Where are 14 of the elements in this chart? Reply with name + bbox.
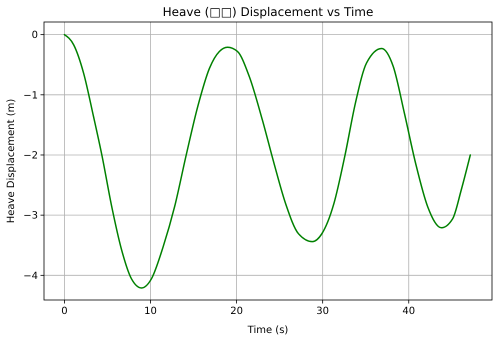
x-tick-label: 20 <box>230 306 243 317</box>
x-tick-label: 30 <box>316 306 330 317</box>
x-tick-label: 40 <box>402 306 416 317</box>
y-tick-label: −4 <box>23 270 38 282</box>
line-series <box>64 34 472 289</box>
x-axis-title: Time (s) <box>246 325 288 336</box>
chart-title: Heave (□□) Displacement vs Time <box>162 5 374 19</box>
y-tick-label: −3 <box>23 210 38 222</box>
y-tick-label: −2 <box>23 150 38 162</box>
y-tick-label: −1 <box>23 90 38 102</box>
y-axis-title: Heave Displacement (m) <box>6 98 17 224</box>
x-tick-label: 0 <box>61 306 68 317</box>
y-tick-label: 0 <box>32 30 38 42</box>
x-tick-label: 10 <box>144 306 157 317</box>
